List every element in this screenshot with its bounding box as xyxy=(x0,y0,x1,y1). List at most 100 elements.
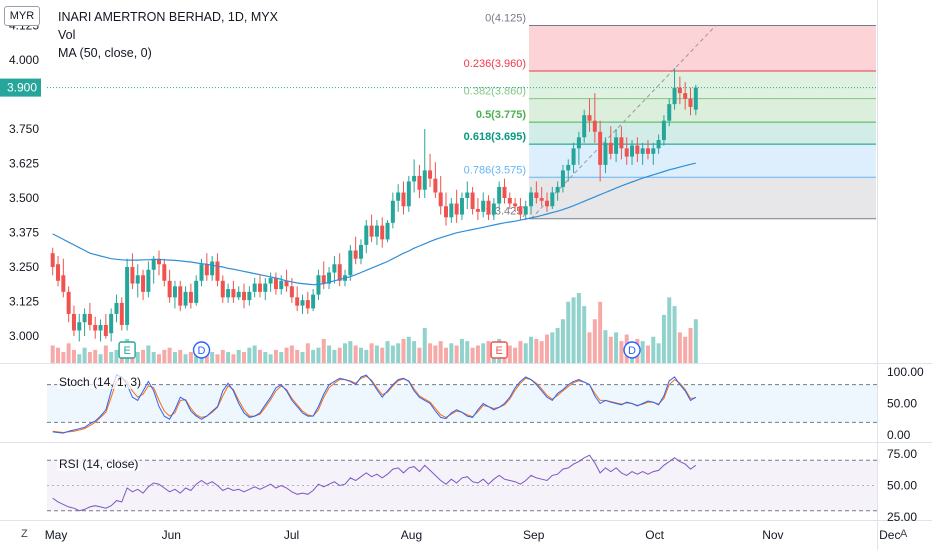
volume-bar xyxy=(332,349,337,363)
volume-bar xyxy=(534,338,539,363)
currency-selector[interactable]: MYR xyxy=(4,6,40,26)
volume-bar xyxy=(422,328,427,363)
volume-bar xyxy=(348,341,353,363)
candle-body xyxy=(66,291,71,314)
volume-bar xyxy=(178,349,183,363)
time-tick-label: Dec xyxy=(879,528,900,542)
candle-body xyxy=(513,203,518,207)
volume-bar xyxy=(215,354,220,363)
volume-bar xyxy=(146,345,151,363)
candle-body xyxy=(454,203,459,215)
candle-body xyxy=(210,261,215,276)
candle-body xyxy=(374,225,379,237)
earnings-marker xyxy=(118,341,136,359)
time-tick-label: Jul xyxy=(284,528,299,542)
candle-body xyxy=(438,192,443,207)
candle-body xyxy=(220,280,225,298)
volume-bar xyxy=(167,347,172,363)
candle-body xyxy=(252,283,257,292)
volume-bar xyxy=(587,332,592,363)
volume-bar xyxy=(231,354,236,363)
candle-body xyxy=(380,225,385,240)
stoch-axis-label: 100.00 xyxy=(887,365,924,379)
candle-body xyxy=(146,269,151,292)
price-tick-label: 3.500 xyxy=(9,191,39,205)
fib-zone xyxy=(529,71,876,99)
volume-bar xyxy=(667,297,672,363)
candle-body xyxy=(603,142,608,165)
candle-body xyxy=(103,324,108,336)
candle-body xyxy=(491,203,496,215)
candle-body xyxy=(502,186,507,198)
volume-bar xyxy=(66,343,71,363)
volume-bar xyxy=(135,352,140,363)
volume-bar xyxy=(369,343,374,363)
volume-bar xyxy=(257,349,262,363)
volume-bar xyxy=(417,347,422,363)
fib-zone xyxy=(529,177,876,219)
candle-body xyxy=(566,164,571,171)
volume-bar xyxy=(598,301,603,363)
fib-level-label: 0(4.125) xyxy=(485,13,526,25)
candle-body xyxy=(412,175,417,182)
volume-bar xyxy=(279,352,284,363)
stoch-axis-label: 0.00 xyxy=(887,428,911,442)
volume-bar xyxy=(438,341,443,363)
candle-body xyxy=(693,87,698,110)
dividend-marker xyxy=(192,341,211,359)
earnings-marker-label: E xyxy=(123,345,130,357)
auto-scale-button[interactable]: A xyxy=(900,528,908,540)
candle-body xyxy=(119,302,124,325)
volume-bar xyxy=(87,352,92,363)
volume-bar xyxy=(327,345,332,363)
last-price-tag xyxy=(0,78,41,97)
candle-body xyxy=(529,192,534,207)
dividend-marker xyxy=(623,341,641,359)
volume-bar xyxy=(337,347,342,363)
candle-body xyxy=(406,181,411,207)
volume-bar xyxy=(82,347,87,363)
candle-body xyxy=(544,200,549,207)
volume-bar xyxy=(226,352,231,363)
volume-bar xyxy=(428,343,433,363)
volume-bar xyxy=(284,347,289,363)
candle-body xyxy=(523,206,528,215)
candle-body xyxy=(555,186,560,193)
volume-bar xyxy=(433,345,438,363)
volume-legend[interactable]: Vol xyxy=(58,28,76,42)
volume-bar xyxy=(619,341,624,363)
volume-bar xyxy=(566,301,571,363)
volume-bar xyxy=(390,345,395,363)
fib-zone xyxy=(529,98,876,123)
rsi-line xyxy=(52,454,697,512)
price-tick-label: 4.000 xyxy=(9,53,39,67)
candle-body xyxy=(273,278,278,290)
stoch-legend[interactable]: Stoch (14, 1, 3) xyxy=(57,375,144,389)
stoch-k-line xyxy=(52,374,697,434)
rsi-axis-label: 25.00 xyxy=(887,510,917,524)
volume-bar xyxy=(364,349,369,363)
volume-bar xyxy=(555,328,560,363)
candle-body xyxy=(433,178,438,193)
ma-legend[interactable]: MA (50, close, 0) xyxy=(58,46,152,60)
candle-body xyxy=(178,286,183,306)
candle-body xyxy=(635,145,640,154)
volume-bar xyxy=(688,328,693,363)
time-tick-label: Nov xyxy=(762,528,783,542)
candle-body xyxy=(677,87,682,94)
zoom-button[interactable]: Z xyxy=(21,528,28,540)
volume-bar xyxy=(645,345,650,363)
candle-body xyxy=(518,206,523,215)
volume-bar xyxy=(247,347,252,363)
rsi-axis-label: 50.00 xyxy=(887,479,917,493)
volume-bar xyxy=(56,347,61,363)
volume-bar xyxy=(273,349,278,363)
candle-body xyxy=(656,140,661,149)
volume-bar xyxy=(576,293,581,363)
dividend-marker-label: D xyxy=(198,345,206,357)
volume-bar xyxy=(109,352,114,363)
volume-bar xyxy=(454,345,459,363)
volume-bar xyxy=(263,352,268,363)
rsi-legend[interactable]: RSI (14, close) xyxy=(57,457,141,471)
